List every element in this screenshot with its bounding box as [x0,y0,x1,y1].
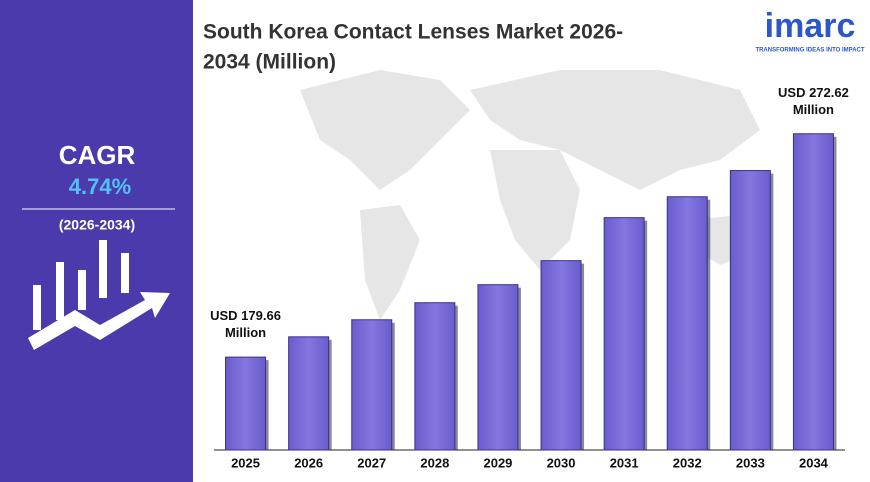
value-label: USD 272.62 Million [778,84,849,117]
value-label: USD 179.66 Million [210,308,281,341]
bar [351,319,393,451]
growth-icon [28,240,170,350]
cagr-label: CAGR [59,140,136,170]
side-panel [0,0,193,482]
x-tick-label: 2025 [231,455,260,470]
bar [477,284,519,451]
bar [603,217,645,451]
bar [225,356,267,451]
bar [540,260,582,451]
bar [666,196,708,451]
cagr-period: (2026-2034) [59,217,135,233]
bar [729,170,771,451]
x-tick-label: 2027 [357,455,386,470]
x-tick-label: 2026 [294,455,323,470]
x-tick-label: 2033 [736,455,765,470]
bar [288,336,330,451]
cagr-value: 4.74% [69,174,131,199]
chart-title: 2034 (Million) [203,51,336,74]
x-tick-label: 2032 [673,455,702,470]
chart-title: South Korea Contact Lenses Market 2026- [203,21,623,44]
logo-tagline: TRANSFORMING IDEAS INTO IMPACT [755,48,864,54]
bar [414,302,456,451]
bar [792,133,834,451]
logo: imarc [765,7,856,45]
x-tick-label: 2031 [610,455,639,470]
x-tick-label: 2028 [420,455,449,470]
x-tick-label: 2029 [483,455,512,470]
x-tick-label: 2030 [547,455,576,470]
x-tick-label: 2034 [799,455,829,470]
